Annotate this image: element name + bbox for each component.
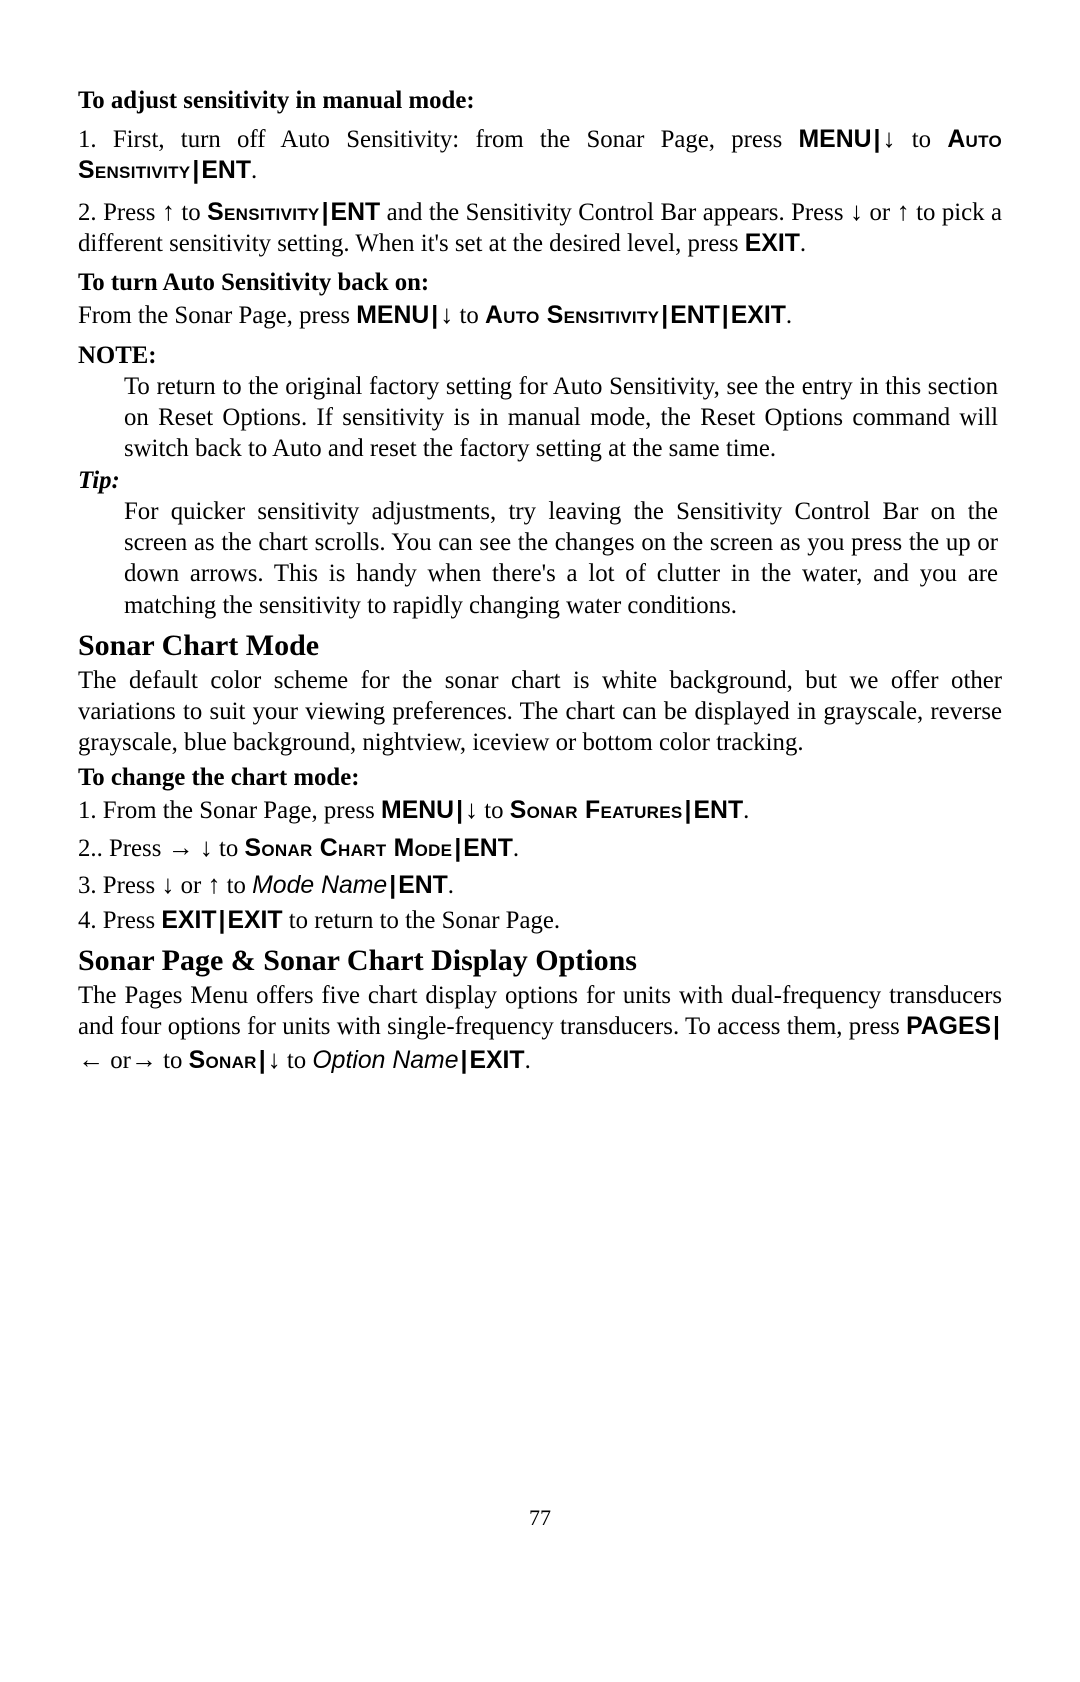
- text: to: [175, 199, 207, 226]
- text: .: [786, 302, 792, 329]
- chart-mode-body: The default color scheme for the sonar c…: [78, 665, 1002, 759]
- arrow-down-icon: ↓: [200, 832, 213, 862]
- arrow-right-icon: →: [168, 832, 194, 862]
- key-sonar: Sonar: [189, 1047, 257, 1074]
- arrow-down-icon: ↓: [465, 794, 478, 824]
- text: to: [163, 1047, 189, 1074]
- separator: |: [872, 126, 883, 153]
- separator: |: [320, 199, 331, 226]
- key-ent: ENT: [463, 835, 513, 862]
- text: The Pages Menu offers five chart display…: [78, 982, 1002, 1040]
- chart-step-1: 1. From the Sonar Page, press MENU|↓ to …: [78, 793, 1002, 826]
- display-body: The Pages Menu offers five chart display…: [78, 980, 1002, 1076]
- key-sensitivity: Sensitivity: [207, 199, 319, 226]
- text: 3. Press: [78, 872, 161, 899]
- key-ent: ENT: [398, 872, 448, 899]
- key-exit: EXIT: [745, 230, 800, 257]
- text: or: [174, 872, 207, 899]
- arrow-down-icon: ↓: [161, 869, 174, 899]
- separator: |: [720, 302, 731, 329]
- text: 4. Press: [78, 907, 161, 934]
- text: 2. Press: [78, 199, 162, 226]
- text: and the Sensitivity Control Bar appears.…: [380, 199, 850, 226]
- heading-sonar-chart-mode: Sonar Chart Mode: [78, 627, 1002, 665]
- arrow-up-icon: ↑: [207, 869, 220, 899]
- key-ent: ENT: [670, 302, 720, 329]
- arrow-down-icon: ↓: [268, 1044, 281, 1074]
- arrow-up-icon: ↑: [162, 196, 175, 226]
- auto-sens-on-line: From the Sonar Page, press MENU|↓ to Aut…: [78, 298, 1002, 331]
- key-exit: EXIT: [161, 907, 216, 934]
- separator: |: [257, 1047, 268, 1074]
- chart-step-3: 3. Press ↓ or ↑ to Mode Name|ENT.: [78, 868, 1002, 901]
- text: 1. From the Sonar Page, press: [78, 797, 381, 824]
- separator: |: [216, 907, 227, 934]
- chart-step-4: 4. Press EXIT|EXIT to return to the Sona…: [78, 905, 1002, 936]
- text: to return to the Sonar Page.: [283, 907, 561, 934]
- mode-name: Mode Name: [252, 872, 387, 899]
- key-menu: MENU: [799, 126, 872, 153]
- separator: |: [991, 1013, 1002, 1040]
- key-menu: MENU: [381, 797, 454, 824]
- heading-change-chart-mode: To change the chart mode:: [78, 762, 1002, 793]
- separator: |: [429, 302, 440, 329]
- text: .: [251, 157, 257, 184]
- arrow-down-icon: ↓: [440, 299, 453, 329]
- separator: |: [683, 797, 694, 824]
- note-body: To return to the original factory settin…: [78, 371, 1002, 465]
- key-menu: MENU: [356, 302, 429, 329]
- text: 2.. Press: [78, 835, 168, 862]
- separator: |: [452, 835, 463, 862]
- key-pages: PAGES: [906, 1013, 991, 1040]
- separator: |: [659, 302, 670, 329]
- text: to: [287, 1047, 313, 1074]
- key-sonar-chart-mode: Sonar Chart Mode: [245, 835, 453, 862]
- key-ent: ENT: [201, 157, 251, 184]
- separator: |: [454, 797, 465, 824]
- chart-step-2: 2.. Press → ↓ to Sonar Chart Mode|ENT.: [78, 831, 1002, 864]
- separator: |: [458, 1047, 469, 1074]
- text: .: [743, 797, 749, 824]
- text: or: [863, 199, 897, 226]
- text: 1. First, turn off Auto Sensitivity: fro…: [78, 126, 799, 153]
- key-ent: ENT: [694, 797, 744, 824]
- arrow-up-icon: ↑: [897, 196, 910, 226]
- tip-label: Tip:: [78, 465, 1002, 496]
- heading-auto-sens-on: To turn Auto Sensitivity back on:: [78, 267, 1002, 298]
- arrow-down-icon: ↓: [882, 123, 895, 153]
- text: .: [448, 872, 454, 899]
- key-auto-sensitivity: Auto Sensitivity: [485, 302, 659, 329]
- key-exit: EXIT: [227, 907, 282, 934]
- text: .: [525, 1047, 531, 1074]
- arrow-right-icon: →: [131, 1044, 157, 1074]
- separator: |: [190, 157, 201, 184]
- text: .: [800, 230, 806, 257]
- key-exit: EXIT: [469, 1047, 524, 1074]
- text: to: [912, 126, 948, 153]
- note-label: NOTE:: [78, 340, 1002, 371]
- separator: |: [387, 872, 398, 899]
- text: to: [219, 835, 245, 862]
- tip-body: For quicker sensitivity adjustments, try…: [78, 496, 1002, 621]
- text: .: [513, 835, 519, 862]
- arrow-down-icon: ↓: [850, 196, 863, 226]
- heading-adjust-sensitivity: To adjust sensitivity in manual mode:: [78, 85, 1002, 116]
- option-name: Option Name: [312, 1047, 458, 1074]
- heading-display-options: Sonar Page & Sonar Chart Display Options: [78, 942, 1002, 980]
- text: to: [459, 302, 485, 329]
- step-2: 2. Press ↑ to Sensitivity|ENT and the Se…: [78, 195, 1002, 259]
- key-ent: ENT: [331, 199, 381, 226]
- text: or: [104, 1047, 131, 1074]
- text: From the Sonar Page, press: [78, 302, 356, 329]
- page-number: 77: [0, 1504, 1080, 1532]
- key-exit: EXIT: [731, 302, 786, 329]
- text: to: [227, 872, 253, 899]
- arrow-left-icon: ←: [78, 1044, 104, 1074]
- key-sonar-features: Sonar Features: [510, 797, 683, 824]
- text: to: [484, 797, 510, 824]
- step-1: 1. First, turn off Auto Sensitivity: fro…: [78, 122, 1002, 186]
